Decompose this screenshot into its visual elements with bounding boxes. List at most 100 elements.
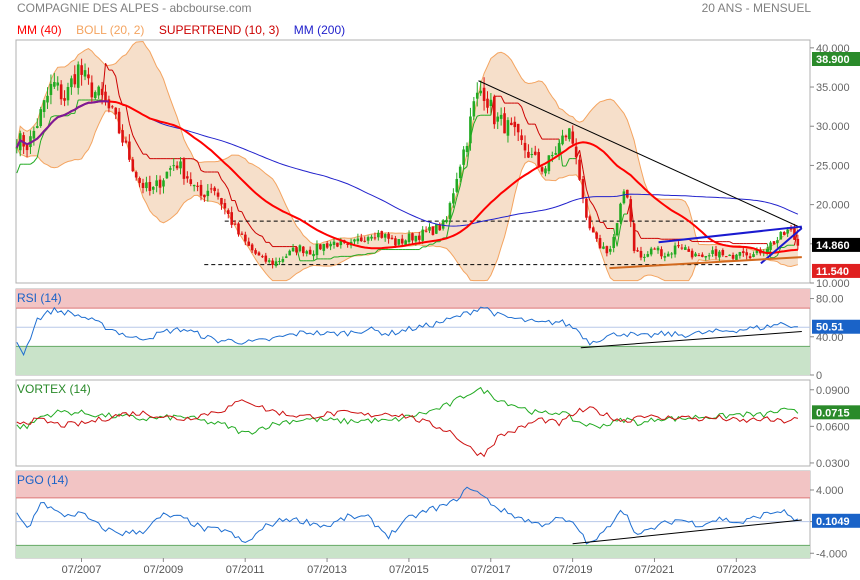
- candle-body: [80, 65, 83, 75]
- candle-body: [97, 86, 100, 96]
- price-badge-3-bg: [812, 263, 860, 278]
- candle-body: [608, 248, 612, 252]
- candle-body: [557, 143, 561, 156]
- candle-body: [619, 203, 622, 223]
- candle-body: [220, 198, 223, 205]
- supertrend-segment: [500, 95, 505, 104]
- legend-rsi: RSI (14): [17, 291, 62, 305]
- candle-body: [670, 253, 673, 255]
- candle-body: [547, 155, 551, 172]
- candle-body: [151, 186, 155, 190]
- trend-line-1: [478, 80, 803, 229]
- candle-body: [724, 256, 728, 258]
- candle-body: [49, 83, 53, 95]
- candle-body: [741, 251, 745, 254]
- candle-body: [704, 256, 708, 258]
- supertrend-segment: [517, 102, 522, 108]
- supertrend-segment: [418, 246, 423, 250]
- supertrend-segment: [330, 256, 335, 260]
- supertrend-segment: [425, 243, 430, 248]
- supertrend-segment: [105, 63, 110, 71]
- candle-body: [680, 247, 684, 249]
- candle-body: [363, 240, 367, 242]
- candle-body: [387, 233, 390, 239]
- supertrend-segment: [258, 234, 263, 237]
- supertrend-segment: [350, 254, 355, 257]
- supertrend-segment: [477, 114, 481, 117]
- candle-body: [165, 171, 169, 179]
- candle-body: [776, 240, 779, 244]
- candle-body: [486, 98, 489, 108]
- price-ytick-label: 20.000: [816, 200, 850, 212]
- candle-body: [585, 198, 588, 218]
- candle-body: [431, 226, 435, 235]
- candle-body: [315, 243, 319, 256]
- candle-body: [339, 240, 343, 246]
- candle-body: [738, 252, 742, 256]
- candle-body: [189, 179, 193, 184]
- candle-body: [305, 251, 309, 254]
- candle-body: [83, 70, 87, 77]
- supertrend-segment: [224, 183, 229, 190]
- xtick-label: 07/2015: [389, 564, 429, 576]
- candle-body: [506, 120, 510, 136]
- osc-ytick-label: 40.00: [816, 332, 844, 344]
- osc-badge-2-bg: [812, 405, 860, 420]
- supertrend-segment: [783, 244, 788, 248]
- candle-body: [206, 190, 210, 197]
- osc-badge-1: 50.51: [812, 319, 860, 334]
- candle-body: [172, 165, 176, 167]
- price-legend: MM (40) BOLL (20, 2) SUPERTREND (10, 3) …: [17, 21, 355, 39]
- candle-body: [479, 90, 482, 94]
- candle-body: [22, 135, 25, 147]
- supertrend-segment: [729, 241, 734, 245]
- supertrend-segment: [452, 197, 458, 212]
- supertrend-segment: [33, 156, 38, 163]
- candle-body: [718, 251, 721, 258]
- candle-body: [134, 172, 138, 178]
- candle-body: [247, 241, 251, 246]
- candle-body: [520, 135, 523, 141]
- candle-body: [404, 240, 407, 245]
- price-ytick-label: 40.000: [816, 43, 850, 55]
- supertrend-segment: [40, 132, 45, 142]
- osc-ytick-label: 4.000: [816, 485, 844, 497]
- candle-body: [455, 178, 459, 192]
- candle-body: [653, 248, 656, 250]
- supertrend-segment: [354, 254, 358, 256]
- candle-body: [319, 244, 322, 250]
- supertrend-segment: [238, 210, 243, 213]
- candle-body: [230, 212, 233, 225]
- candle-body: [711, 250, 714, 254]
- supertrend-segment: [16, 164, 21, 174]
- candle-body: [677, 245, 680, 247]
- bollinger-upper: [16, 40, 798, 252]
- candle-body: [769, 242, 772, 250]
- candle-body: [237, 223, 240, 235]
- candle-body: [765, 249, 769, 253]
- osc-line-2-vi_plus: [16, 386, 799, 435]
- candle-body: [612, 236, 615, 249]
- panel-frame-1: [15, 39, 811, 284]
- candle-body: [53, 82, 56, 87]
- xtick-label: 07/2009: [143, 564, 183, 576]
- candle-body: [493, 96, 496, 125]
- trend-line-2: [658, 225, 802, 244]
- supertrend-segment: [579, 150, 584, 170]
- candle-body: [690, 250, 694, 258]
- candle-body: [745, 252, 748, 256]
- supertrend-segment: [374, 249, 379, 254]
- supertrend-segment: [616, 226, 621, 247]
- candle-body: [203, 194, 206, 198]
- candle-body: [46, 95, 49, 103]
- candle-body: [639, 250, 643, 258]
- candle-body: [383, 234, 387, 238]
- candle-body: [428, 226, 431, 231]
- candle-body: [448, 203, 452, 220]
- candle-body: [107, 99, 111, 109]
- price-ytick-label: 30.000: [816, 121, 850, 133]
- panel-frame-3: [15, 379, 811, 467]
- supertrend-segment: [432, 241, 437, 245]
- supertrend-segment: [613, 228, 618, 247]
